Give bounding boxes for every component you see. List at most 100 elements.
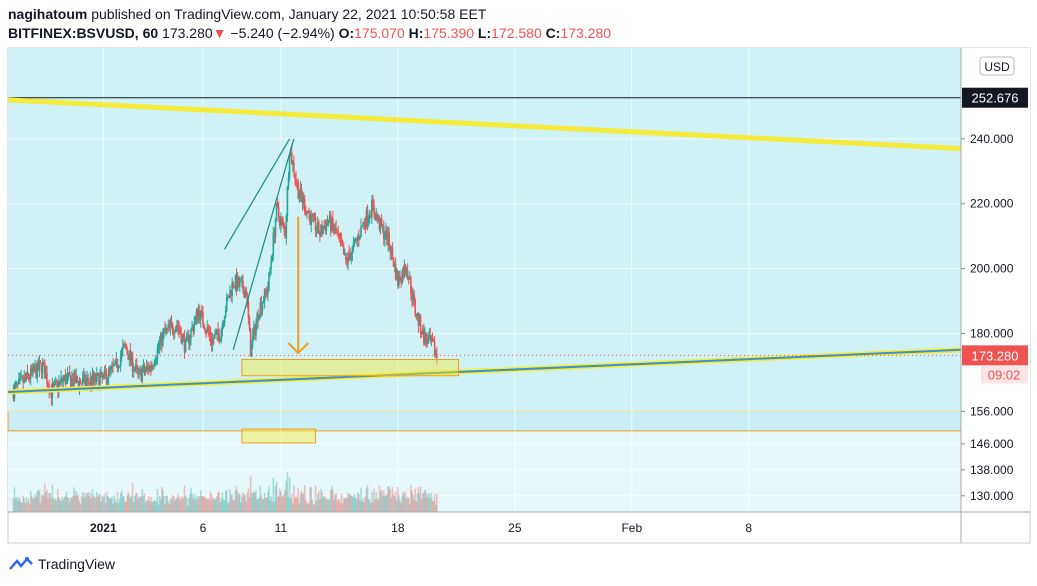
last-price: 173.280 — [162, 25, 213, 41]
volume-bar — [176, 498, 178, 512]
volume-bar — [242, 492, 244, 512]
candle-body — [305, 211, 307, 214]
volume-bar — [40, 495, 43, 512]
candle-body — [412, 293, 414, 300]
volume-bar — [185, 497, 188, 512]
volume-bar — [212, 497, 215, 512]
currency-button[interactable] — [979, 56, 1015, 76]
volume-bar — [319, 499, 321, 512]
candle-body — [149, 365, 151, 371]
brand-name[interactable]: TradingView — [38, 556, 116, 572]
candle-body — [256, 314, 258, 324]
volume-bar — [171, 494, 174, 512]
candle-body — [57, 382, 59, 391]
volume-bar — [281, 496, 283, 512]
volume-bar — [283, 494, 285, 512]
published-text: published on TradingView.com, January 22… — [87, 6, 487, 22]
candle-body — [267, 289, 269, 295]
candle-body — [47, 384, 49, 387]
volume-bar — [218, 492, 220, 512]
author-name[interactable]: nagihatoum — [8, 6, 88, 22]
candle-body — [321, 225, 323, 234]
volume-bar — [163, 495, 165, 512]
volume-bar — [394, 491, 397, 512]
volume-bar — [310, 487, 313, 512]
candle-body — [279, 216, 281, 226]
volume-bar — [202, 495, 204, 512]
candle-body — [366, 210, 369, 223]
candle-body — [392, 257, 395, 267]
volume-bar — [377, 499, 380, 512]
volume-bar — [25, 497, 28, 512]
volume-bar — [169, 499, 172, 512]
candle-body — [50, 388, 53, 398]
candle-body — [54, 381, 57, 383]
candle-body — [55, 381, 58, 383]
candle-body — [114, 359, 117, 365]
volume-bar — [225, 490, 228, 512]
volume-bar — [411, 490, 413, 512]
volume-bar — [66, 496, 69, 512]
volume-bar — [184, 495, 187, 512]
volume-bar — [290, 494, 293, 512]
volume-bar — [89, 492, 92, 512]
candle-body — [431, 337, 434, 342]
volume-bar — [300, 490, 303, 512]
volume-bar — [270, 496, 272, 512]
candle-body — [322, 227, 324, 234]
volume-bar — [380, 489, 383, 512]
candle-body — [34, 366, 36, 372]
candle-body — [105, 373, 108, 384]
candle-body — [126, 349, 128, 354]
candle-body — [113, 364, 115, 366]
volume-bar — [117, 502, 120, 512]
volume-bar — [301, 492, 304, 512]
candle-body — [164, 329, 166, 332]
volume-bar — [144, 502, 147, 512]
candle-body — [44, 363, 46, 379]
volume-bar — [154, 500, 157, 512]
candle-body — [159, 334, 162, 343]
volume-bar — [266, 498, 268, 512]
volume-bar — [288, 477, 291, 512]
volume-bar — [68, 501, 71, 512]
candle-body — [308, 213, 310, 215]
candle-body — [197, 310, 200, 320]
volume-bar — [397, 486, 399, 512]
candle-body — [211, 338, 214, 345]
tradingview-logo-icon — [9, 557, 33, 570]
candle-body — [382, 226, 385, 239]
candle-body — [348, 253, 350, 257]
symbol-label: BITFINEX:BSVUSD, 60 — [8, 25, 159, 41]
candle-body — [355, 239, 358, 241]
candle-body — [379, 218, 382, 230]
candle-body — [349, 256, 352, 260]
volume-bar — [434, 504, 437, 512]
volume-bar — [115, 502, 118, 512]
candle-body — [208, 331, 211, 335]
candle-body — [218, 334, 220, 342]
candle-body — [14, 384, 17, 387]
candle-body — [418, 315, 421, 326]
volume-bar — [408, 503, 411, 512]
volume-bar — [79, 504, 82, 512]
candle-body — [381, 226, 384, 228]
candle-body — [406, 270, 409, 278]
candle-body — [401, 271, 403, 284]
volume-bar — [165, 496, 167, 512]
volume-bar — [269, 500, 271, 512]
volume-bar — [126, 495, 128, 512]
candle-body — [338, 234, 341, 238]
volume-bar — [147, 496, 150, 512]
volume-bar — [70, 497, 72, 512]
candle-body — [224, 310, 227, 317]
candle-body — [137, 368, 139, 373]
candle-body — [271, 255, 274, 261]
candle-body — [74, 372, 76, 383]
volume-bar — [193, 493, 196, 512]
candle-body — [337, 233, 340, 235]
volume-bar — [16, 500, 19, 512]
volume-bar — [116, 492, 119, 512]
volume-bar — [123, 496, 125, 512]
